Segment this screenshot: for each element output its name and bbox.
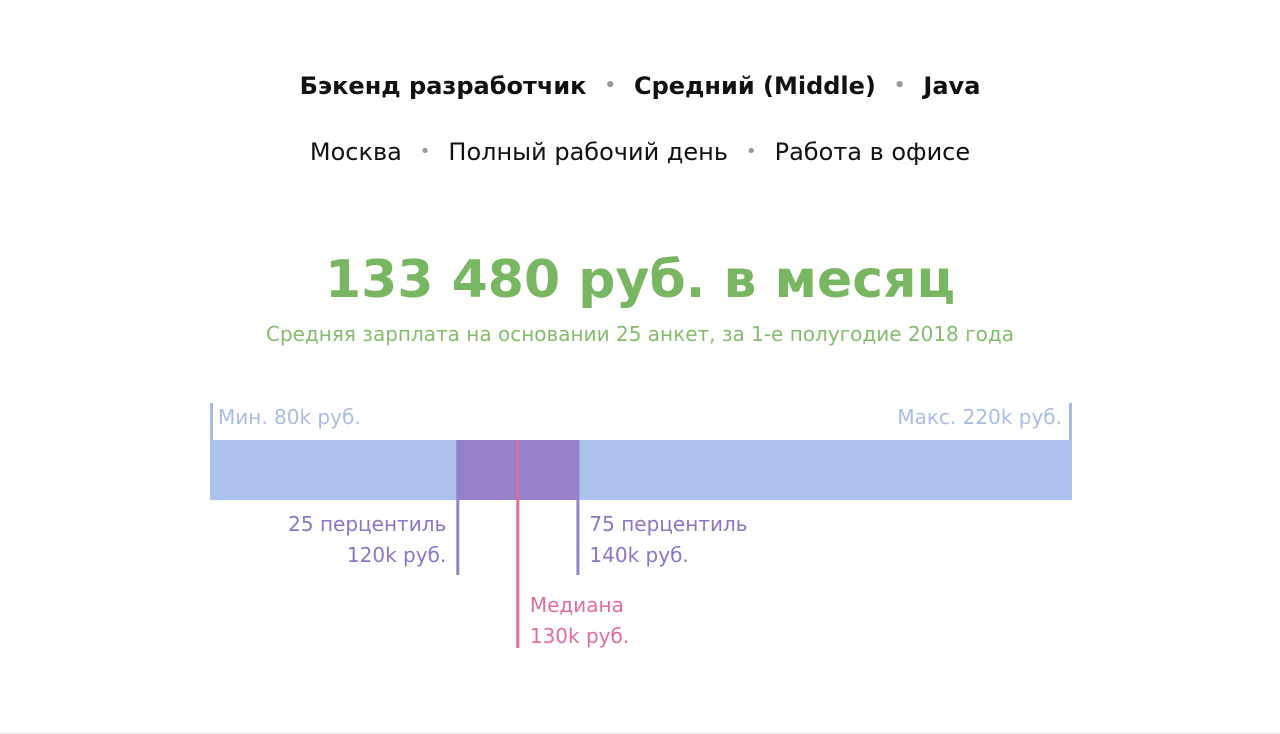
tag-level: Средний (Middle) xyxy=(633,72,876,100)
median-title: Медиана xyxy=(530,593,624,617)
tag-schedule: Полный рабочий день xyxy=(448,138,728,166)
tag-separator: • xyxy=(745,141,757,162)
job-tags-secondary: Москва • Полный рабочий день • Работа в офис… xyxy=(0,138,1280,166)
job-tags-primary: Бэкенд разработчик • Средний (Middle) • Java xyxy=(0,72,1280,100)
p25-title: 25 перцентиль xyxy=(288,512,446,536)
tag-city: Москва xyxy=(309,138,402,166)
tag-separator: • xyxy=(419,141,431,162)
min-label: Мин. 80k руб. xyxy=(218,405,361,429)
average-salary-headline: 133 480 руб. в месяц xyxy=(324,250,956,310)
tag-separator: • xyxy=(604,75,616,96)
tag-separator: • xyxy=(893,75,906,96)
median-value: 130k руб. xyxy=(530,624,629,648)
max-label: Макс. 220k руб. xyxy=(897,405,1062,429)
tag-work-place: Работа в офисе xyxy=(774,138,971,166)
p75-value: 140k руб. xyxy=(589,543,688,567)
tag-role: Бэкенд разработчик xyxy=(299,72,587,100)
average-salary-note: Средняя зарплата на основании 25 анкет, … xyxy=(266,322,1014,346)
p25-value: 120k руб. xyxy=(347,543,446,567)
tag-language: Java xyxy=(923,72,981,100)
salary-range-bar xyxy=(210,440,1072,500)
p75-title: 75 перцентиль xyxy=(589,512,747,536)
